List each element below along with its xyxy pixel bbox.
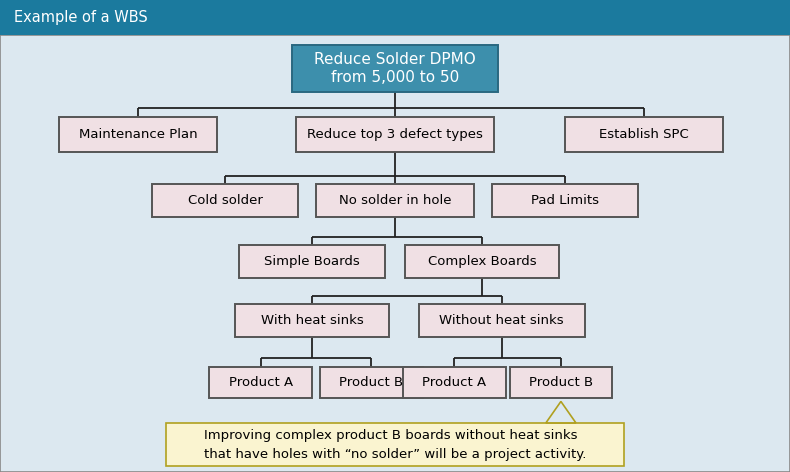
FancyBboxPatch shape [510,367,612,397]
Bar [0,0,790,35]
Text: Maintenance Plan: Maintenance Plan [79,128,198,141]
FancyBboxPatch shape [419,304,585,337]
Text: Cold solder: Cold solder [188,194,262,207]
Text: With heat sinks: With heat sinks [261,314,363,328]
Text: Establish SPC: Establish SPC [599,128,689,141]
Text: Example of a WBS: Example of a WBS [14,10,148,25]
Text: Reduce Solder DPMO
from 5,000 to 50: Reduce Solder DPMO from 5,000 to 50 [314,51,476,85]
Text: Complex Boards: Complex Boards [427,255,536,269]
Text: Without heat sinks: Without heat sinks [439,314,564,328]
Text: Product B: Product B [339,376,404,389]
Text: No solder in hole: No solder in hole [339,194,451,207]
Text: Simple Boards: Simple Boards [264,255,360,269]
Text: Improving complex product B boards without heat sinks
that have holes with “no s: Improving complex product B boards witho… [204,429,586,461]
FancyBboxPatch shape [166,423,624,466]
FancyBboxPatch shape [320,367,423,397]
Text: Reduce top 3 defect types: Reduce top 3 defect types [307,128,483,141]
Text: Product A: Product A [228,376,293,389]
FancyBboxPatch shape [491,184,638,217]
FancyBboxPatch shape [209,367,312,397]
FancyBboxPatch shape [565,117,723,152]
FancyBboxPatch shape [316,184,474,217]
FancyBboxPatch shape [59,117,217,152]
FancyBboxPatch shape [235,304,389,337]
FancyBboxPatch shape [292,45,498,92]
Text: Product A: Product A [422,376,487,389]
FancyBboxPatch shape [239,245,386,278]
Text: Pad Limits: Pad Limits [531,194,599,207]
Text: Product B: Product B [529,376,593,389]
FancyBboxPatch shape [404,245,559,278]
FancyBboxPatch shape [296,117,494,152]
FancyBboxPatch shape [152,184,298,217]
FancyBboxPatch shape [403,367,506,397]
Polygon shape [546,402,576,423]
